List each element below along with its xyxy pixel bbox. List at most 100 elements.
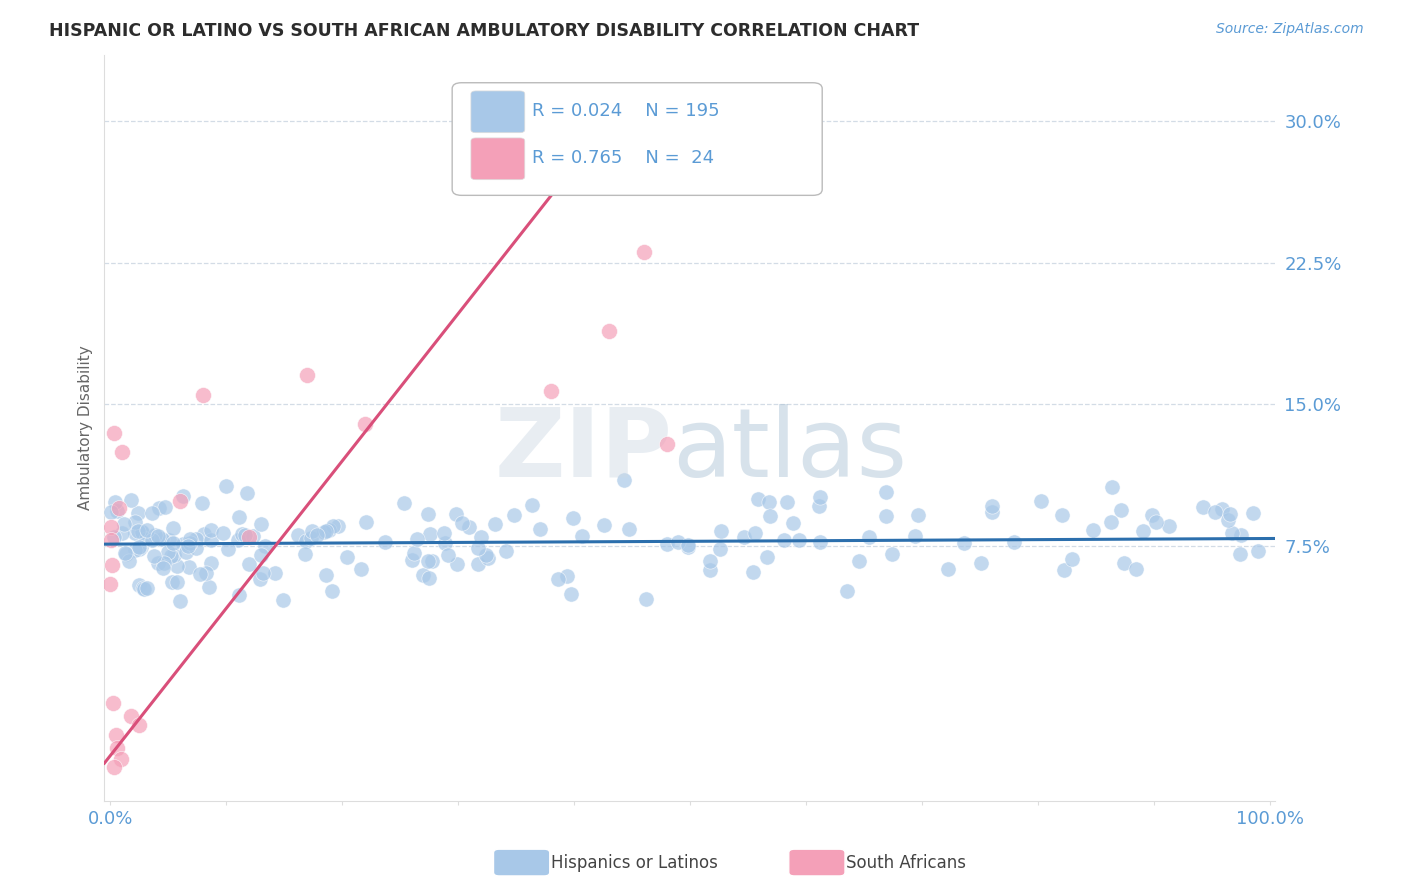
Point bbox=[1192, 500, 1215, 515]
Point bbox=[136, 581, 159, 595]
Point bbox=[103, 531, 125, 545]
Point bbox=[710, 524, 733, 538]
Point bbox=[446, 558, 468, 572]
Point bbox=[412, 567, 434, 582]
Point bbox=[160, 575, 183, 590]
Point bbox=[307, 527, 329, 541]
Point bbox=[299, 531, 322, 545]
Point bbox=[676, 538, 699, 552]
Point bbox=[741, 565, 763, 579]
Point bbox=[1229, 547, 1251, 561]
FancyBboxPatch shape bbox=[471, 91, 524, 133]
Point bbox=[350, 562, 373, 576]
Point bbox=[153, 500, 176, 514]
Point bbox=[808, 490, 831, 504]
Point bbox=[322, 519, 344, 533]
Point bbox=[301, 524, 323, 538]
Point bbox=[953, 536, 976, 550]
Point bbox=[124, 515, 146, 529]
Point bbox=[103, 425, 125, 440]
Point bbox=[157, 533, 180, 547]
Point bbox=[128, 541, 150, 556]
Point bbox=[433, 525, 456, 540]
Point bbox=[436, 548, 458, 562]
Point bbox=[103, 760, 125, 774]
Point bbox=[699, 563, 721, 577]
Point bbox=[402, 546, 425, 560]
Point bbox=[744, 526, 766, 541]
Point bbox=[598, 325, 620, 339]
Point bbox=[613, 473, 636, 487]
Point bbox=[1132, 524, 1154, 538]
Point bbox=[1142, 508, 1164, 523]
Point bbox=[242, 529, 264, 543]
Point bbox=[1109, 503, 1132, 517]
Point bbox=[807, 499, 830, 513]
Point bbox=[238, 530, 260, 544]
Point bbox=[236, 486, 259, 500]
Point bbox=[166, 575, 188, 590]
Point bbox=[858, 530, 880, 544]
Point bbox=[132, 582, 155, 597]
Point bbox=[191, 496, 214, 510]
Point bbox=[128, 540, 150, 554]
Point bbox=[179, 560, 201, 574]
Point bbox=[520, 498, 543, 512]
Point bbox=[808, 535, 831, 549]
Point bbox=[699, 554, 721, 568]
Text: HISPANIC OR LATINO VS SOUTH AFRICAN AMBULATORY DISABILITY CORRELATION CHART: HISPANIC OR LATINO VS SOUTH AFRICAN AMBU… bbox=[49, 22, 920, 40]
Point bbox=[555, 569, 578, 583]
Point bbox=[547, 573, 569, 587]
Point bbox=[477, 551, 499, 566]
Point bbox=[172, 537, 194, 551]
Point bbox=[1216, 513, 1239, 527]
Point bbox=[980, 500, 1002, 514]
Point bbox=[1053, 562, 1076, 576]
Point bbox=[179, 536, 201, 550]
Point bbox=[129, 540, 152, 554]
Point bbox=[1144, 515, 1167, 529]
Point bbox=[733, 530, 755, 544]
Point bbox=[233, 528, 256, 542]
Point bbox=[287, 528, 309, 542]
Point bbox=[374, 534, 396, 549]
Point bbox=[105, 741, 128, 756]
Point bbox=[174, 545, 197, 559]
Point bbox=[980, 505, 1002, 519]
Point bbox=[114, 546, 136, 560]
Point bbox=[191, 388, 214, 402]
Point bbox=[747, 491, 769, 506]
Point bbox=[146, 529, 169, 543]
Point bbox=[111, 525, 134, 540]
Point bbox=[1247, 544, 1270, 558]
Point bbox=[787, 533, 810, 547]
Point bbox=[484, 516, 506, 531]
Text: South Africans: South Africans bbox=[846, 854, 966, 871]
Point bbox=[108, 501, 131, 516]
Point bbox=[470, 530, 492, 544]
Point bbox=[200, 523, 222, 537]
Point bbox=[179, 533, 201, 547]
Point bbox=[128, 718, 150, 732]
Point bbox=[529, 522, 551, 536]
Point bbox=[169, 594, 191, 608]
Point bbox=[907, 508, 929, 523]
Point bbox=[755, 550, 778, 565]
Point bbox=[188, 567, 211, 582]
Point bbox=[571, 529, 593, 543]
Point bbox=[166, 558, 188, 573]
Point bbox=[100, 520, 122, 534]
Point bbox=[294, 548, 316, 562]
Point bbox=[217, 542, 239, 557]
Text: Hispanics or Latinos: Hispanics or Latinos bbox=[551, 854, 718, 871]
Point bbox=[1114, 556, 1136, 570]
Point bbox=[135, 532, 157, 546]
Point bbox=[249, 572, 271, 586]
Point bbox=[474, 549, 496, 563]
Point bbox=[1052, 508, 1074, 523]
Point bbox=[1220, 525, 1243, 540]
Point bbox=[127, 524, 149, 539]
Point bbox=[228, 509, 250, 524]
Point bbox=[254, 539, 277, 553]
Point bbox=[467, 557, 489, 571]
